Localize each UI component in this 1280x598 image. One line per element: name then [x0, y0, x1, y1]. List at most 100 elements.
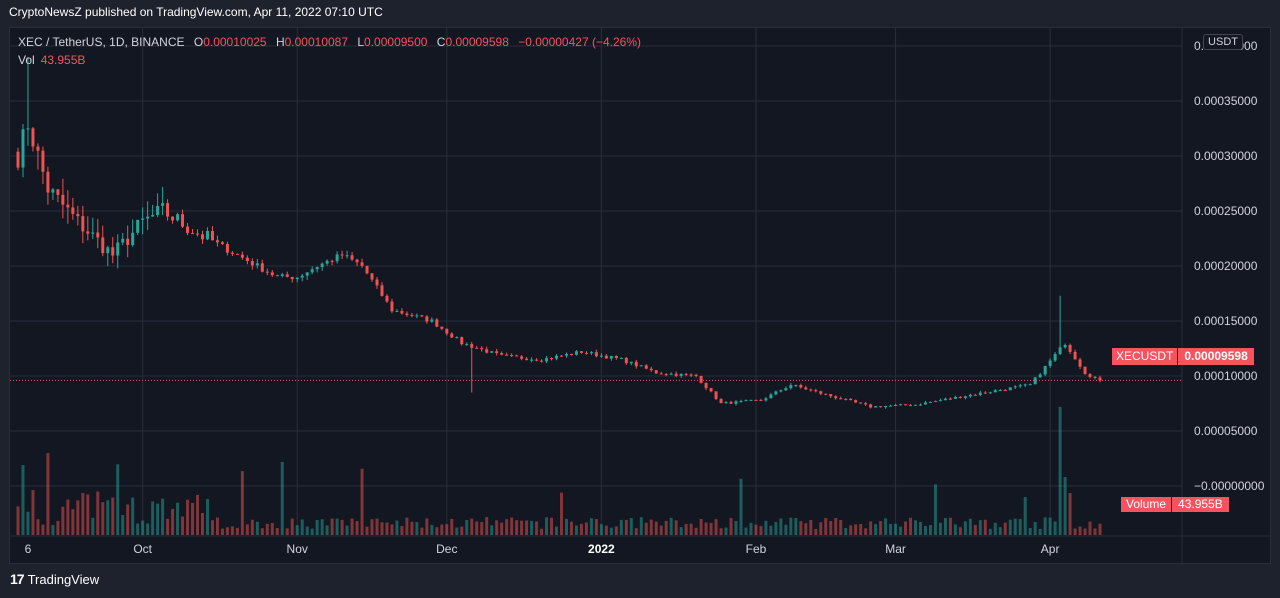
- volume-bar: [734, 520, 738, 535]
- volume-bar: [415, 522, 419, 535]
- volume-bar: [1013, 518, 1017, 535]
- volume-bar: [604, 525, 608, 535]
- candle-body: [948, 398, 952, 400]
- candle-body: [789, 385, 793, 389]
- candle-body: [66, 204, 70, 208]
- tradingview-logo-icon: 17: [10, 571, 25, 587]
- volume-bar: [953, 524, 957, 535]
- volume-bar: [789, 517, 793, 535]
- volume-bar: [849, 525, 853, 535]
- candle-body: [909, 405, 913, 407]
- volume-bar: [988, 528, 992, 535]
- candle-body: [375, 279, 379, 286]
- volume-bar: [131, 497, 135, 535]
- volume-tag-value: 43.955B: [1172, 497, 1229, 512]
- volume-bar: [515, 520, 519, 535]
- candle-body: [859, 402, 863, 404]
- volume-bar: [574, 525, 578, 535]
- volume-bar: [654, 521, 658, 535]
- volume-bar: [619, 519, 623, 535]
- volume-bar: [156, 503, 160, 535]
- currency-badge[interactable]: USDT: [1203, 34, 1243, 50]
- price-tick-label: 0.00030000: [1194, 149, 1258, 163]
- volume-bar: [116, 464, 120, 535]
- price-tag-symbol: XECUSDT: [1112, 348, 1178, 365]
- candle-body: [71, 207, 75, 214]
- candle-body: [330, 260, 334, 262]
- candle-body: [41, 150, 45, 172]
- price-tick-label: 0.00025000: [1194, 204, 1258, 218]
- volume-bar: [794, 517, 798, 535]
- candle-body: [844, 398, 848, 400]
- candle-body: [530, 359, 534, 361]
- time-tick-label: 2022: [588, 542, 615, 556]
- volume-bar: [1033, 522, 1037, 535]
- volume-bar: [819, 522, 823, 535]
- candle-body: [854, 400, 858, 403]
- volume-bar: [864, 528, 868, 535]
- volume-bar: [81, 493, 85, 535]
- candle-body: [794, 385, 798, 387]
- candle-body: [400, 310, 404, 314]
- volume-bar: [784, 524, 788, 535]
- volume-bar: [280, 462, 284, 535]
- candle-body: [455, 337, 459, 339]
- candle-body: [1058, 347, 1062, 355]
- candle-body: [470, 344, 474, 348]
- volume-bar: [440, 524, 444, 535]
- volume-bar: [285, 528, 289, 535]
- publisher-line: CryptoNewsZ published on TradingView.com…: [9, 5, 383, 19]
- candle-body: [849, 398, 853, 401]
- candle-body: [46, 171, 50, 193]
- candle-body: [819, 391, 823, 394]
- tradingview-logo[interactable]: 17 TradingView: [10, 571, 99, 587]
- chart-pane[interactable]: 0.000400000.000350000.000300000.00025000…: [9, 27, 1272, 565]
- candle-body: [664, 374, 668, 376]
- candle-body: [525, 358, 529, 361]
- volume-bar: [884, 518, 888, 535]
- volume-bar: [629, 518, 633, 535]
- candle-body: [724, 402, 728, 404]
- candle-body: [61, 194, 65, 205]
- candle-body: [699, 376, 703, 383]
- volume-bar: [689, 523, 693, 535]
- volume-bar: [86, 494, 90, 535]
- candle-body: [684, 373, 688, 375]
- candle-body: [804, 387, 808, 390]
- candle-body: [245, 257, 249, 262]
- candle-body: [799, 385, 803, 388]
- candle-body: [734, 401, 738, 404]
- candle-body: [405, 313, 409, 315]
- volume-bar: [255, 521, 259, 535]
- volume-bar: [714, 519, 718, 535]
- volume-bar: [121, 514, 125, 535]
- candle-body: [958, 396, 962, 398]
- volume-bar: [510, 517, 514, 535]
- candlestick-chart[interactable]: 0.000400000.000350000.000300000.00025000…: [10, 28, 1272, 565]
- candle-body: [874, 406, 878, 408]
- candle-body: [1028, 384, 1032, 386]
- candle-body: [235, 253, 239, 255]
- candle-body: [564, 353, 568, 356]
- volume-bar: [235, 527, 239, 535]
- volume-bar: [914, 520, 918, 535]
- candle-body: [380, 285, 384, 296]
- volume-bar: [410, 521, 414, 535]
- candle-body: [255, 263, 259, 266]
- candle-body: [350, 255, 354, 260]
- high-label: H: [275, 35, 285, 49]
- volume-bar: [525, 520, 529, 535]
- time-tick-label: Nov: [287, 542, 308, 556]
- candle-body: [230, 252, 234, 254]
- volume-bar: [445, 524, 449, 535]
- candle-body: [829, 394, 833, 397]
- candle-body: [904, 404, 908, 406]
- symbol-label[interactable]: XEC / TetherUS, 1D, BINANCE: [18, 35, 185, 49]
- volume-bar: [340, 519, 344, 535]
- volume-bar: [973, 524, 977, 535]
- volume-bar: [395, 520, 399, 535]
- candle-body: [370, 273, 374, 280]
- candle-body: [923, 402, 927, 405]
- volume-bar: [909, 517, 913, 535]
- candle-body: [265, 271, 269, 273]
